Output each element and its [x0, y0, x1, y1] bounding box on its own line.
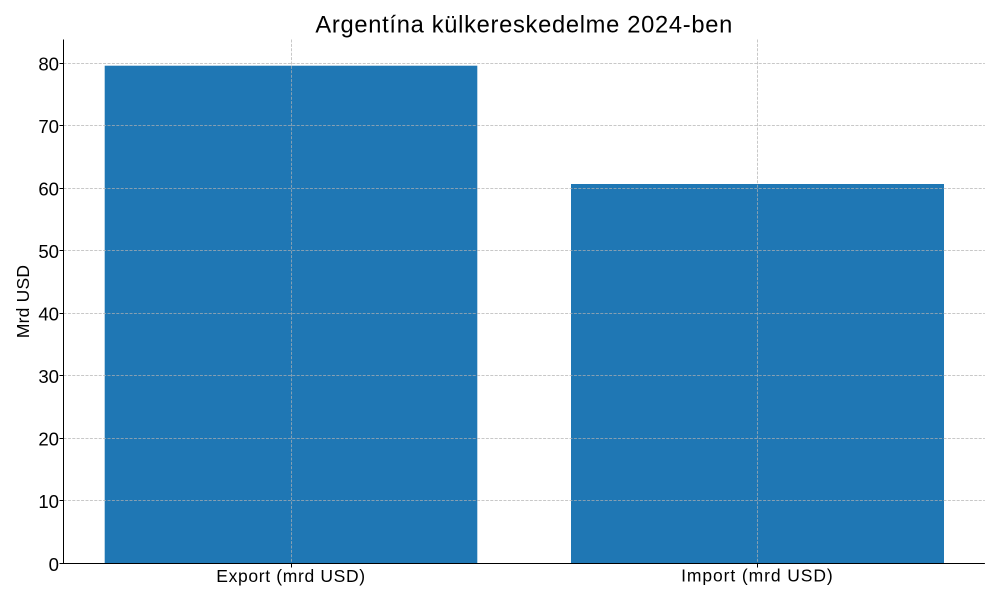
svg-text:80: 80 [38, 53, 59, 74]
svg-text:30: 30 [38, 366, 59, 387]
svg-text:50: 50 [38, 241, 59, 262]
svg-text:20: 20 [38, 429, 59, 450]
svg-text:70: 70 [38, 116, 59, 137]
svg-text:Argentína külkereskedelme 2024: Argentína külkereskedelme 2024-ben [315, 12, 733, 38]
svg-text:40: 40 [38, 304, 59, 325]
svg-text:Import (mrd USD): Import (mrd USD) [681, 566, 833, 586]
svg-text:0: 0 [49, 554, 59, 575]
svg-text:Export (mrd USD): Export (mrd USD) [216, 566, 365, 586]
svg-text:10: 10 [38, 491, 59, 512]
svg-text:60: 60 [38, 179, 59, 200]
svg-text:Mrd USD: Mrd USD [13, 265, 33, 338]
